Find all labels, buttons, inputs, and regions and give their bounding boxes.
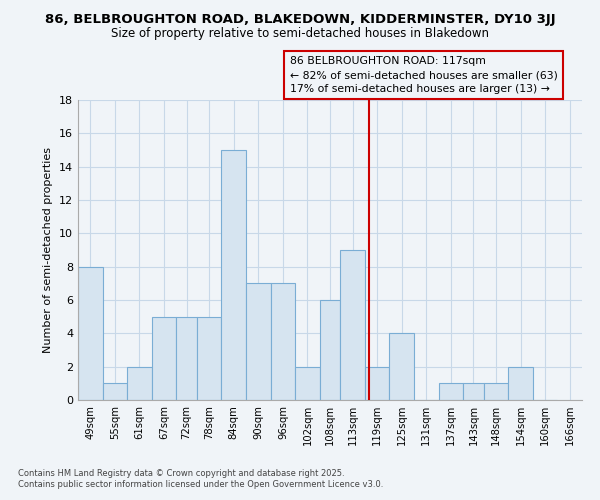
Bar xyxy=(197,316,221,400)
Text: Contains public sector information licensed under the Open Government Licence v3: Contains public sector information licen… xyxy=(18,480,383,489)
Bar xyxy=(439,384,463,400)
Bar xyxy=(176,316,197,400)
Y-axis label: Number of semi-detached properties: Number of semi-detached properties xyxy=(43,147,53,353)
Bar xyxy=(271,284,295,400)
Bar xyxy=(103,384,127,400)
Bar xyxy=(365,366,389,400)
Text: Size of property relative to semi-detached houses in Blakedown: Size of property relative to semi-detach… xyxy=(111,28,489,40)
Text: 86 BELBROUGHTON ROAD: 117sqm
← 82% of semi-detached houses are smaller (63)
17% : 86 BELBROUGHTON ROAD: 117sqm ← 82% of se… xyxy=(290,56,557,94)
Bar xyxy=(508,366,533,400)
Bar xyxy=(320,300,340,400)
Bar xyxy=(221,150,246,400)
Bar xyxy=(389,334,414,400)
Bar xyxy=(78,266,103,400)
Text: 86, BELBROUGHTON ROAD, BLAKEDOWN, KIDDERMINSTER, DY10 3JJ: 86, BELBROUGHTON ROAD, BLAKEDOWN, KIDDER… xyxy=(44,12,556,26)
Bar xyxy=(340,250,365,400)
Bar xyxy=(463,384,484,400)
Bar xyxy=(484,384,508,400)
Bar xyxy=(295,366,320,400)
Text: Contains HM Land Registry data © Crown copyright and database right 2025.: Contains HM Land Registry data © Crown c… xyxy=(18,468,344,477)
Bar xyxy=(152,316,176,400)
Bar xyxy=(246,284,271,400)
Bar xyxy=(127,366,152,400)
